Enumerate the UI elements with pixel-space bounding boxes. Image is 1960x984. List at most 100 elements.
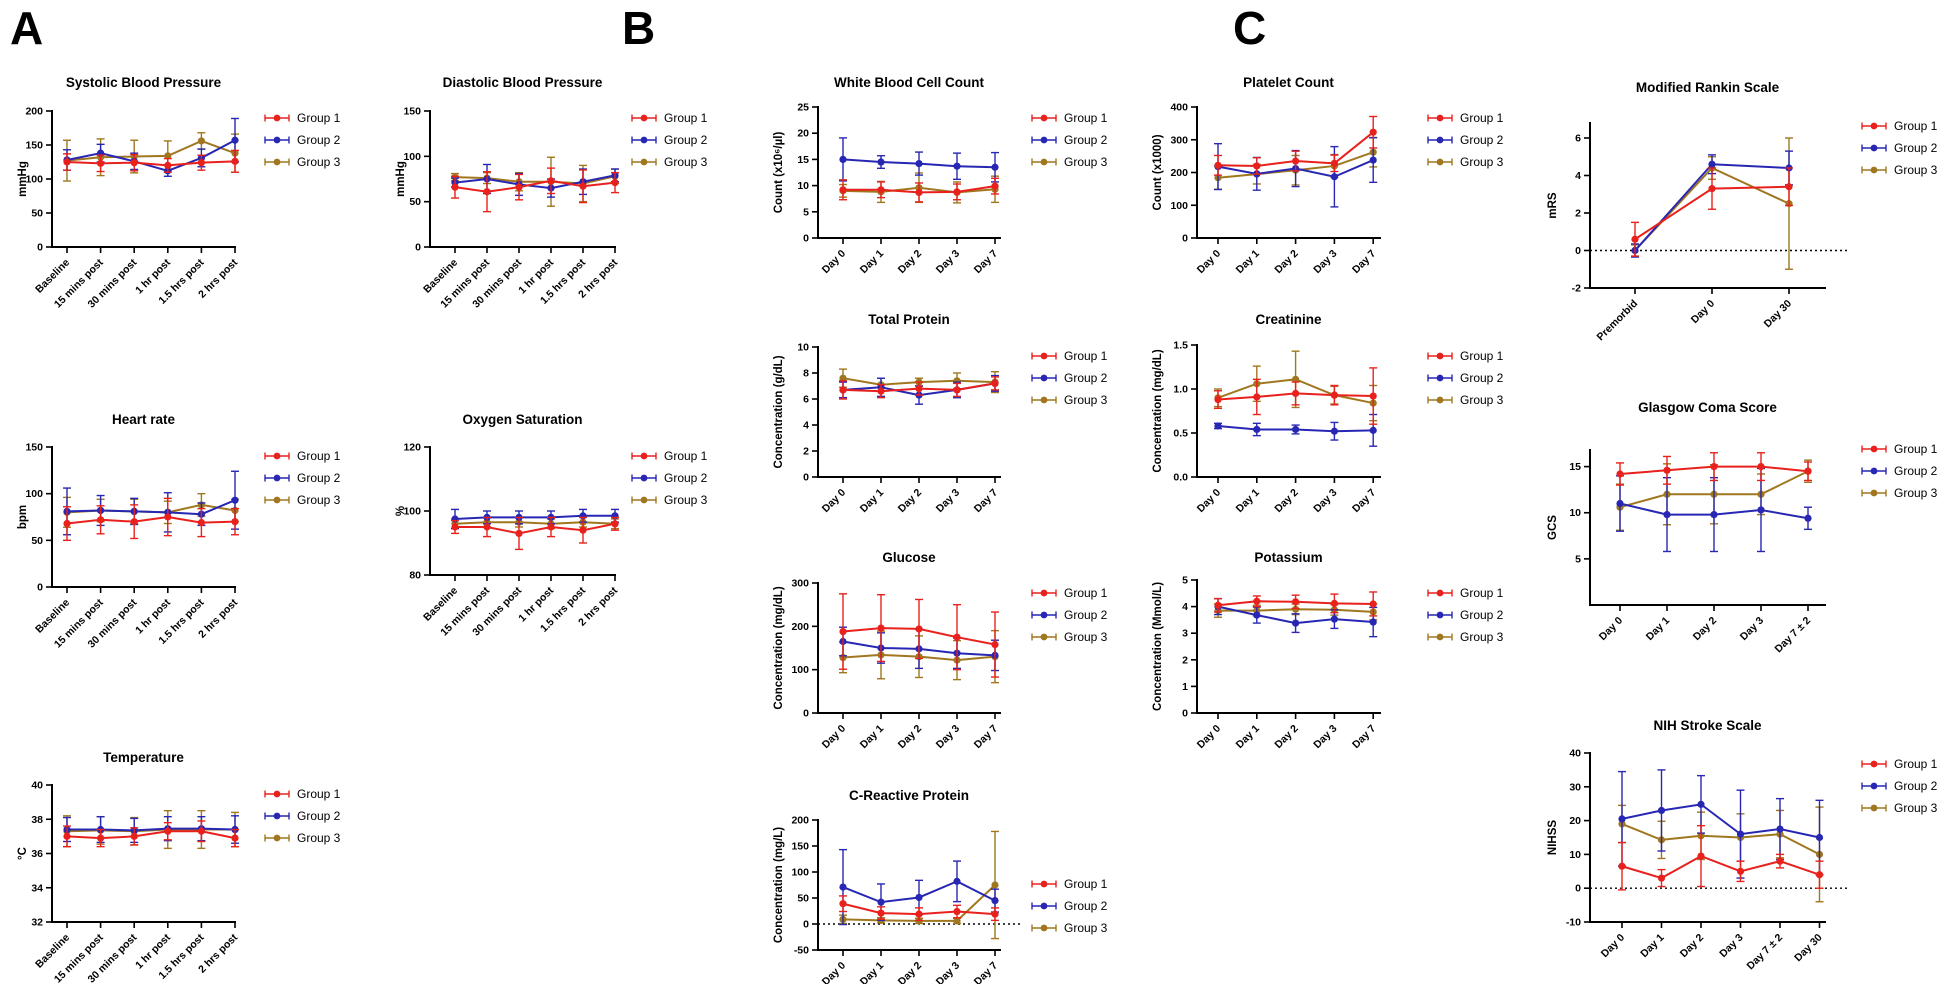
chart-glu: Glucose 0 100 200 300 Concentration (mg/dL) Da… bbox=[773, 550, 1108, 751]
series-line bbox=[66, 830, 236, 840]
legend-label: Group 2 bbox=[664, 471, 708, 485]
panel-label: B bbox=[622, 2, 655, 54]
y-tick-label: 0 bbox=[1575, 883, 1581, 895]
data-point-marker bbox=[1292, 375, 1300, 383]
legend-entry: Group 3 bbox=[631, 493, 708, 507]
y-tick-label: 40 bbox=[1569, 748, 1581, 760]
data-point-marker bbox=[231, 496, 239, 504]
y-tick-label: 38 bbox=[31, 814, 43, 826]
data-point-marker bbox=[839, 900, 847, 908]
x-tick-label: Day 2 bbox=[1272, 723, 1300, 751]
data-point-marker bbox=[1785, 183, 1793, 191]
y-axis-label: Count (x10⁶/µl) bbox=[773, 132, 785, 214]
data-point-marker bbox=[231, 157, 239, 165]
y-tick-label: 10 bbox=[797, 342, 809, 354]
data-point-marker bbox=[547, 523, 555, 531]
legend-label: Group 3 bbox=[1460, 155, 1504, 169]
x-tick-label: Day 7 bbox=[972, 723, 1000, 751]
legend-entry: Group 2 bbox=[1031, 133, 1108, 147]
x-tick-label: Day 0 bbox=[1597, 615, 1625, 643]
data-point-marker bbox=[877, 387, 885, 395]
data-point-marker bbox=[231, 834, 239, 842]
y-tick-label: 150 bbox=[25, 442, 43, 454]
data-point-marker bbox=[1815, 833, 1824, 842]
x-tick-label: Day 30 bbox=[1792, 932, 1825, 965]
data-point-marker bbox=[515, 529, 523, 538]
legend-entry: Group 1 bbox=[1861, 442, 1938, 456]
data-point-marker bbox=[1804, 467, 1812, 475]
legend-entry: Group 3 bbox=[1031, 921, 1108, 935]
legend-marker-dot bbox=[1436, 633, 1444, 641]
legend-label: Group 1 bbox=[297, 111, 341, 125]
legend-marker-dot bbox=[640, 136, 648, 144]
legend-marker-dot bbox=[273, 474, 281, 482]
legend-marker-dot bbox=[1436, 611, 1444, 619]
chart-title: NIH Stroke Scale bbox=[1653, 718, 1762, 733]
data-point-marker bbox=[1657, 874, 1666, 882]
series-group2 bbox=[1214, 597, 1378, 638]
x-tick-label: Day 0 bbox=[1195, 487, 1223, 515]
chart-k: Potassium 0 1 2 3 4 5 Concentration (Mmol/L) Day… bbox=[1152, 550, 1504, 751]
y-tick-label: 32 bbox=[31, 917, 43, 929]
data-point-marker bbox=[1657, 806, 1666, 815]
legend-marker-dot bbox=[1436, 396, 1444, 404]
legend-entry: Group 3 bbox=[1031, 155, 1108, 169]
data-point-marker bbox=[1697, 852, 1705, 860]
y-tick-label: 100 bbox=[1170, 200, 1188, 212]
x-tick-label: Day 7 bbox=[972, 248, 1000, 276]
x-tick-label: Day 7 bbox=[1350, 723, 1378, 751]
data-point-marker bbox=[1292, 598, 1300, 606]
legend-entry: Group 3 bbox=[1861, 486, 1938, 500]
data-point-marker bbox=[483, 523, 491, 531]
y-tick-label: 4 bbox=[1575, 170, 1581, 182]
data-point-marker bbox=[915, 625, 923, 633]
data-point-marker bbox=[1369, 426, 1377, 434]
legend-marker-dot bbox=[1040, 902, 1048, 910]
y-tick-label: 10 bbox=[797, 180, 809, 192]
data-point-marker bbox=[915, 188, 923, 197]
y-tick-label: 34 bbox=[31, 882, 43, 894]
series-group2 bbox=[63, 815, 239, 844]
legend-marker-dot bbox=[273, 496, 281, 504]
legend-label: Group 3 bbox=[1894, 486, 1938, 500]
legend-label: Group 3 bbox=[1064, 393, 1108, 407]
data-point-marker bbox=[1616, 470, 1624, 478]
legend-entry: Group 3 bbox=[264, 831, 341, 845]
y-tick-label: 300 bbox=[1170, 134, 1188, 146]
legend-entry: Group 2 bbox=[631, 133, 708, 147]
legend-entry: Group 1 bbox=[1031, 877, 1108, 891]
y-axis-label: GCS bbox=[1547, 515, 1559, 540]
data-point-marker bbox=[1757, 463, 1765, 471]
data-point-marker bbox=[953, 877, 961, 885]
data-point-marker bbox=[877, 186, 885, 194]
data-point-marker bbox=[1776, 857, 1784, 865]
y-tick-label: 0 bbox=[1182, 233, 1188, 245]
data-point-marker bbox=[1214, 161, 1222, 169]
data-point-marker bbox=[991, 910, 999, 918]
chart-sbp: Systolic Blood Pressure050100150200mmHgB… bbox=[17, 75, 341, 311]
y-axis-label: bpm bbox=[17, 505, 29, 529]
legend-marker-dot bbox=[640, 474, 648, 482]
y-axis-label: °C bbox=[17, 847, 29, 860]
y-tick-label: 0.5 bbox=[1173, 428, 1188, 440]
data-point-marker bbox=[839, 386, 847, 394]
data-point-marker bbox=[953, 188, 961, 196]
x-tick-label: Day 3 bbox=[934, 248, 962, 276]
legend-entry: Group 1 bbox=[1861, 757, 1938, 771]
legend-label: Group 1 bbox=[1064, 349, 1108, 363]
y-tick-label: 2 bbox=[1182, 654, 1188, 666]
data-point-marker bbox=[130, 832, 138, 840]
x-tick-label: Day 3 bbox=[1311, 487, 1339, 515]
legend-marker-dot bbox=[1870, 804, 1878, 812]
data-point-marker bbox=[1804, 514, 1812, 522]
legend-entry: Group 1 bbox=[1427, 349, 1504, 363]
legend-marker-dot bbox=[1870, 166, 1878, 174]
y-tick-label: 5 bbox=[1575, 553, 1581, 565]
y-axis-label: mmHg bbox=[395, 161, 407, 197]
legend-label: Group 1 bbox=[297, 449, 341, 463]
legend-marker-dot bbox=[640, 114, 648, 122]
legend-marker-dot bbox=[1040, 158, 1048, 166]
data-point-marker bbox=[611, 179, 619, 187]
series-group2 bbox=[1618, 769, 1824, 879]
